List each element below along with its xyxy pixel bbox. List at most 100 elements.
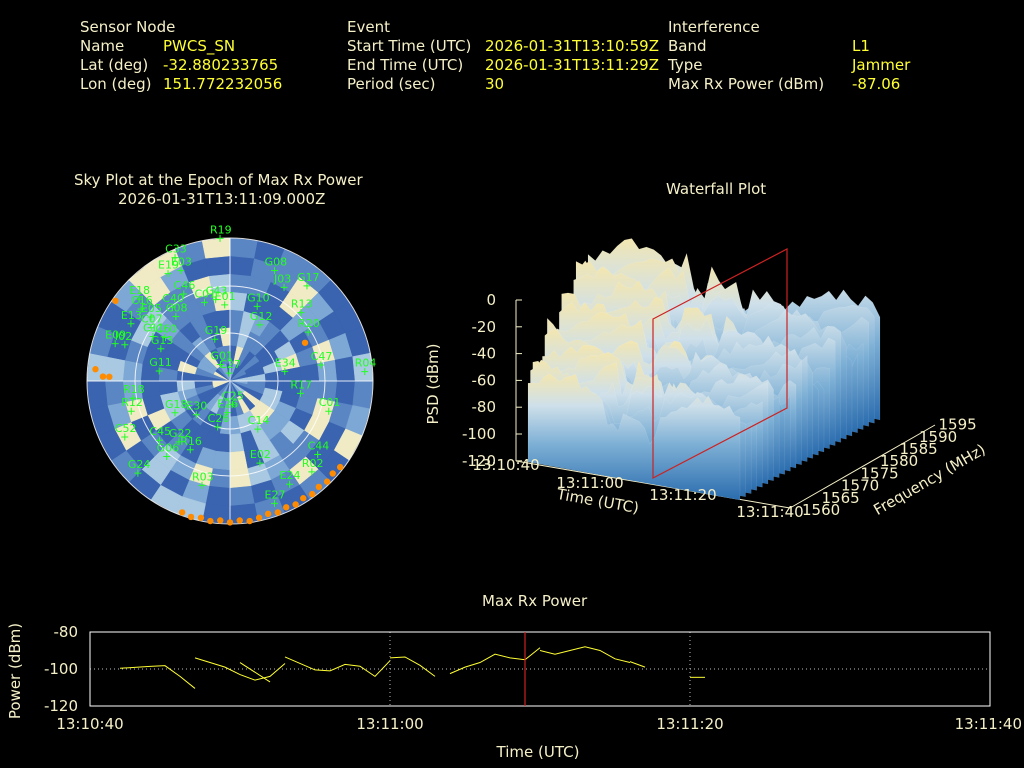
jammer-point	[112, 297, 119, 305]
power-line-segment	[449, 647, 541, 675]
sky-satellite: C45	[149, 425, 171, 444]
satellite-marker	[303, 282, 311, 290]
satellite-marker	[286, 480, 294, 488]
satellite-marker	[314, 451, 322, 459]
jammer-point	[301, 339, 309, 346]
satellite-marker	[129, 394, 137, 402]
waterfall-time-ticks: 13:10:40 13:11:00 13:11:20 13:11:40	[472, 456, 803, 521]
jammer-point	[217, 517, 224, 524]
satellite-label: G10	[247, 291, 270, 304]
sky-satellite: C46	[174, 279, 195, 298]
jammer-point	[236, 517, 243, 524]
satellite-marker	[164, 270, 172, 278]
satellite-label: C26	[208, 412, 230, 425]
x-tick-label: 13:10:40	[56, 715, 123, 733]
sky-satellite: E03	[171, 256, 192, 275]
satellite-marker	[271, 267, 279, 275]
satellite-label: C43	[206, 285, 228, 298]
y-tick-label: -100	[44, 660, 78, 678]
satellite-marker	[216, 234, 224, 242]
satellite-label: C27	[219, 358, 241, 371]
sky-satellite: R17	[290, 378, 312, 397]
satellite-marker	[180, 290, 188, 298]
power-chart-x-ticks: 13:10:40 13:11:00 13:11:20 13:11:40	[56, 715, 1022, 733]
x-tick-label: 13:11:40	[955, 715, 1022, 733]
satellite-label: G06	[157, 441, 180, 454]
event-period-value: 30	[485, 75, 505, 93]
sky-satellite: R13	[291, 298, 313, 317]
satellite-label: C11	[143, 322, 165, 335]
jammer-point	[329, 470, 336, 477]
jammer-point	[226, 519, 234, 526]
sky-plot-title: Sky Plot at the Epoch of Max Rx Power	[74, 171, 363, 189]
waterfall-epoch-marker	[652, 248, 788, 479]
sky-plot-epoch: 2026-01-31T13:11:09.000Z	[118, 190, 326, 208]
satellite-label: R12	[121, 396, 143, 409]
jammer-point	[197, 514, 205, 521]
satellite-marker	[147, 324, 155, 332]
sky-satellite: C47	[311, 350, 332, 369]
satellite-marker	[157, 345, 165, 353]
sky-satellite: C60	[155, 322, 177, 341]
x-tick-label: 13:11:00	[356, 715, 423, 733]
sky-satellite: G06	[157, 441, 180, 460]
event-start-label: Start Time (UTC)	[347, 37, 472, 55]
satellite-label: R16	[180, 435, 202, 448]
satellite-marker	[281, 367, 289, 375]
sky-satellite: E18	[129, 284, 150, 303]
satellite-label: E18	[129, 284, 150, 297]
sky-satellite: G17	[297, 271, 320, 290]
satellite-marker	[135, 295, 143, 303]
satellite-marker	[271, 499, 279, 507]
satellite-marker	[198, 481, 206, 489]
jammer-point	[264, 510, 272, 518]
satellite-label: C25	[222, 390, 244, 403]
satellite-marker	[163, 452, 171, 460]
satellite-marker	[172, 312, 180, 320]
sky-satellite: R20	[298, 317, 320, 336]
sky-satellite: G11	[149, 356, 172, 375]
jammer-point	[187, 513, 195, 521]
power-chart-title: Max Rx Power	[482, 592, 588, 610]
satellite-label: E27	[265, 488, 286, 501]
sky-satellite: I02	[115, 330, 132, 349]
satellite-label: C14	[248, 414, 270, 427]
sky-satellite: C26	[208, 412, 230, 431]
satellite-label: G11	[149, 356, 172, 369]
sky-satellite: E34	[275, 356, 296, 375]
satellite-marker	[304, 328, 312, 336]
satellite-marker	[254, 425, 262, 433]
sky-satellite: G24	[128, 458, 150, 477]
sky-satellite: R04	[355, 357, 376, 376]
z-tick-label: 0	[486, 291, 496, 309]
sky-satellite: G22	[169, 427, 191, 446]
waterfall-ridge	[527, 373, 741, 501]
freq-tick-label: 1565	[822, 489, 860, 507]
sensor-lat-value: -32.880233765	[163, 56, 279, 74]
sky-satellite: E05	[141, 302, 162, 321]
event-end-label: End Time (UTC)	[347, 56, 464, 74]
x-tick-label: 13:11:20	[656, 715, 723, 733]
sky-satellite: C14	[248, 414, 270, 433]
sky-satellite: E01	[215, 290, 236, 309]
interference-band-value: L1	[852, 37, 870, 55]
sensor-lon-label: Lon (deg)	[80, 75, 152, 93]
power-chart-frame	[89, 631, 991, 707]
power-line-segment	[389, 656, 436, 677]
y-tick-label: -80	[54, 623, 79, 641]
power-line-segment	[284, 656, 391, 678]
jammer-point	[300, 495, 307, 502]
jammer-point	[283, 504, 290, 511]
power-chart-y-ticks: -80 -100 -120	[44, 623, 78, 715]
satellite-marker	[256, 321, 264, 329]
satellite-marker	[221, 301, 229, 309]
sky-satellite: E13	[121, 309, 142, 328]
sensor-node-title: Sensor Node	[80, 18, 176, 36]
freq-tick-label: 1595	[939, 416, 977, 434]
time-tick-label: 13:11:40	[736, 503, 803, 521]
sky-satellite: C25	[222, 390, 244, 409]
sky-satellite: R12	[121, 396, 143, 415]
sky-satellite: E27	[265, 488, 286, 507]
satellite-marker	[177, 267, 185, 275]
satellite-marker	[168, 303, 176, 311]
